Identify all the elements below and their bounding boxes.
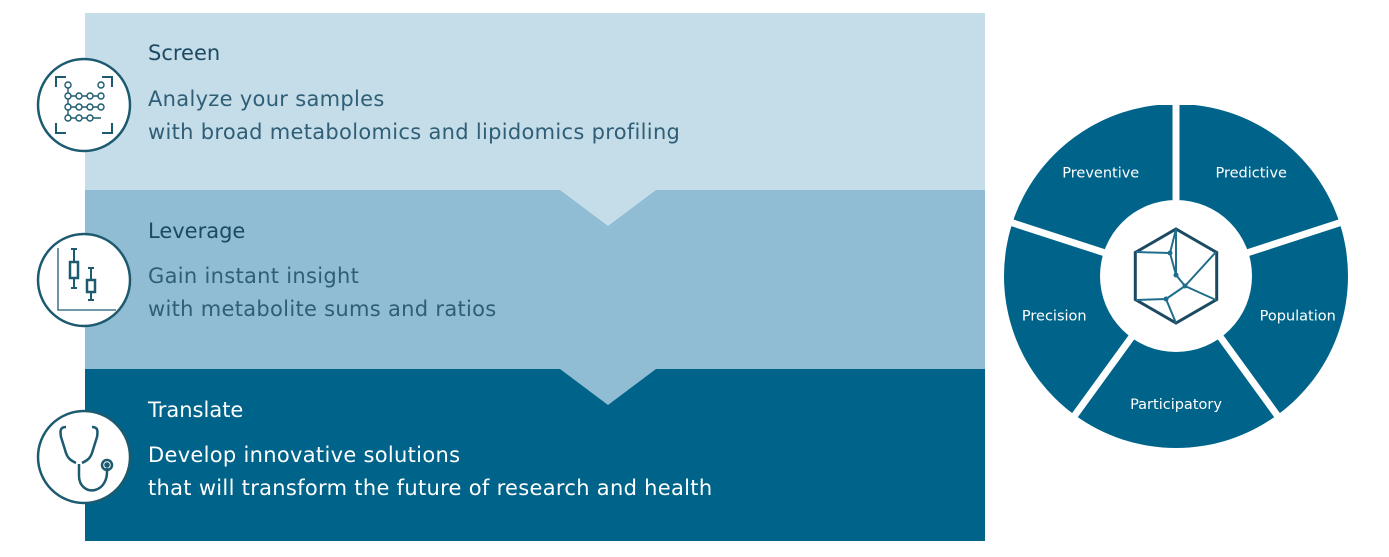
wheel-segment-label: Preventive <box>1062 165 1139 181</box>
wheel-segment-label: Population <box>1260 309 1336 325</box>
step-band-translate <box>85 369 985 541</box>
step-title: Translate <box>148 398 244 422</box>
network-edge <box>1165 298 1177 324</box>
step-desc-line: Develop innovative solutions <box>148 443 461 467</box>
stethoscope-icon <box>36 409 132 505</box>
network-edge <box>1169 252 1177 276</box>
network-node <box>1173 272 1179 278</box>
arrow-notch <box>560 190 656 226</box>
wheel-diagram: Predictive Population Participatory Precisi… <box>1004 105 1348 448</box>
network-edge <box>1184 251 1217 287</box>
wheel-segment <box>1074 276 1278 448</box>
wheel-segment-label: Predictive <box>1215 165 1287 181</box>
box-plot-icon <box>36 232 132 328</box>
step-desc-line: Analyze your samples <box>148 87 385 111</box>
network-node <box>1167 250 1173 256</box>
step-band-screen <box>85 13 985 190</box>
step-band-leverage <box>85 190 985 369</box>
network-edge <box>1169 228 1177 254</box>
arrow-notch <box>560 369 656 405</box>
network-edge <box>1135 251 1171 254</box>
network-node <box>1163 296 1169 302</box>
step-desc-line: with broad metabolomics and lipidomics p… <box>148 120 681 144</box>
step-title: Leverage <box>148 219 246 243</box>
network-edge <box>1135 298 1167 301</box>
step-desc-line: Gain instant insight <box>148 264 360 288</box>
wheel-segment-label: Participatory <box>1130 397 1222 413</box>
network-edge <box>1184 285 1217 301</box>
step-desc-line: that will transform the future of resear… <box>148 476 713 500</box>
network-scan-icon <box>36 57 132 153</box>
network-edge <box>1165 285 1186 300</box>
network-node <box>1182 283 1188 289</box>
step-desc-line: with metabolite sums and ratios <box>148 297 497 321</box>
wheel-segment-label: Precision <box>1022 309 1087 325</box>
step-title: Screen <box>148 41 221 65</box>
